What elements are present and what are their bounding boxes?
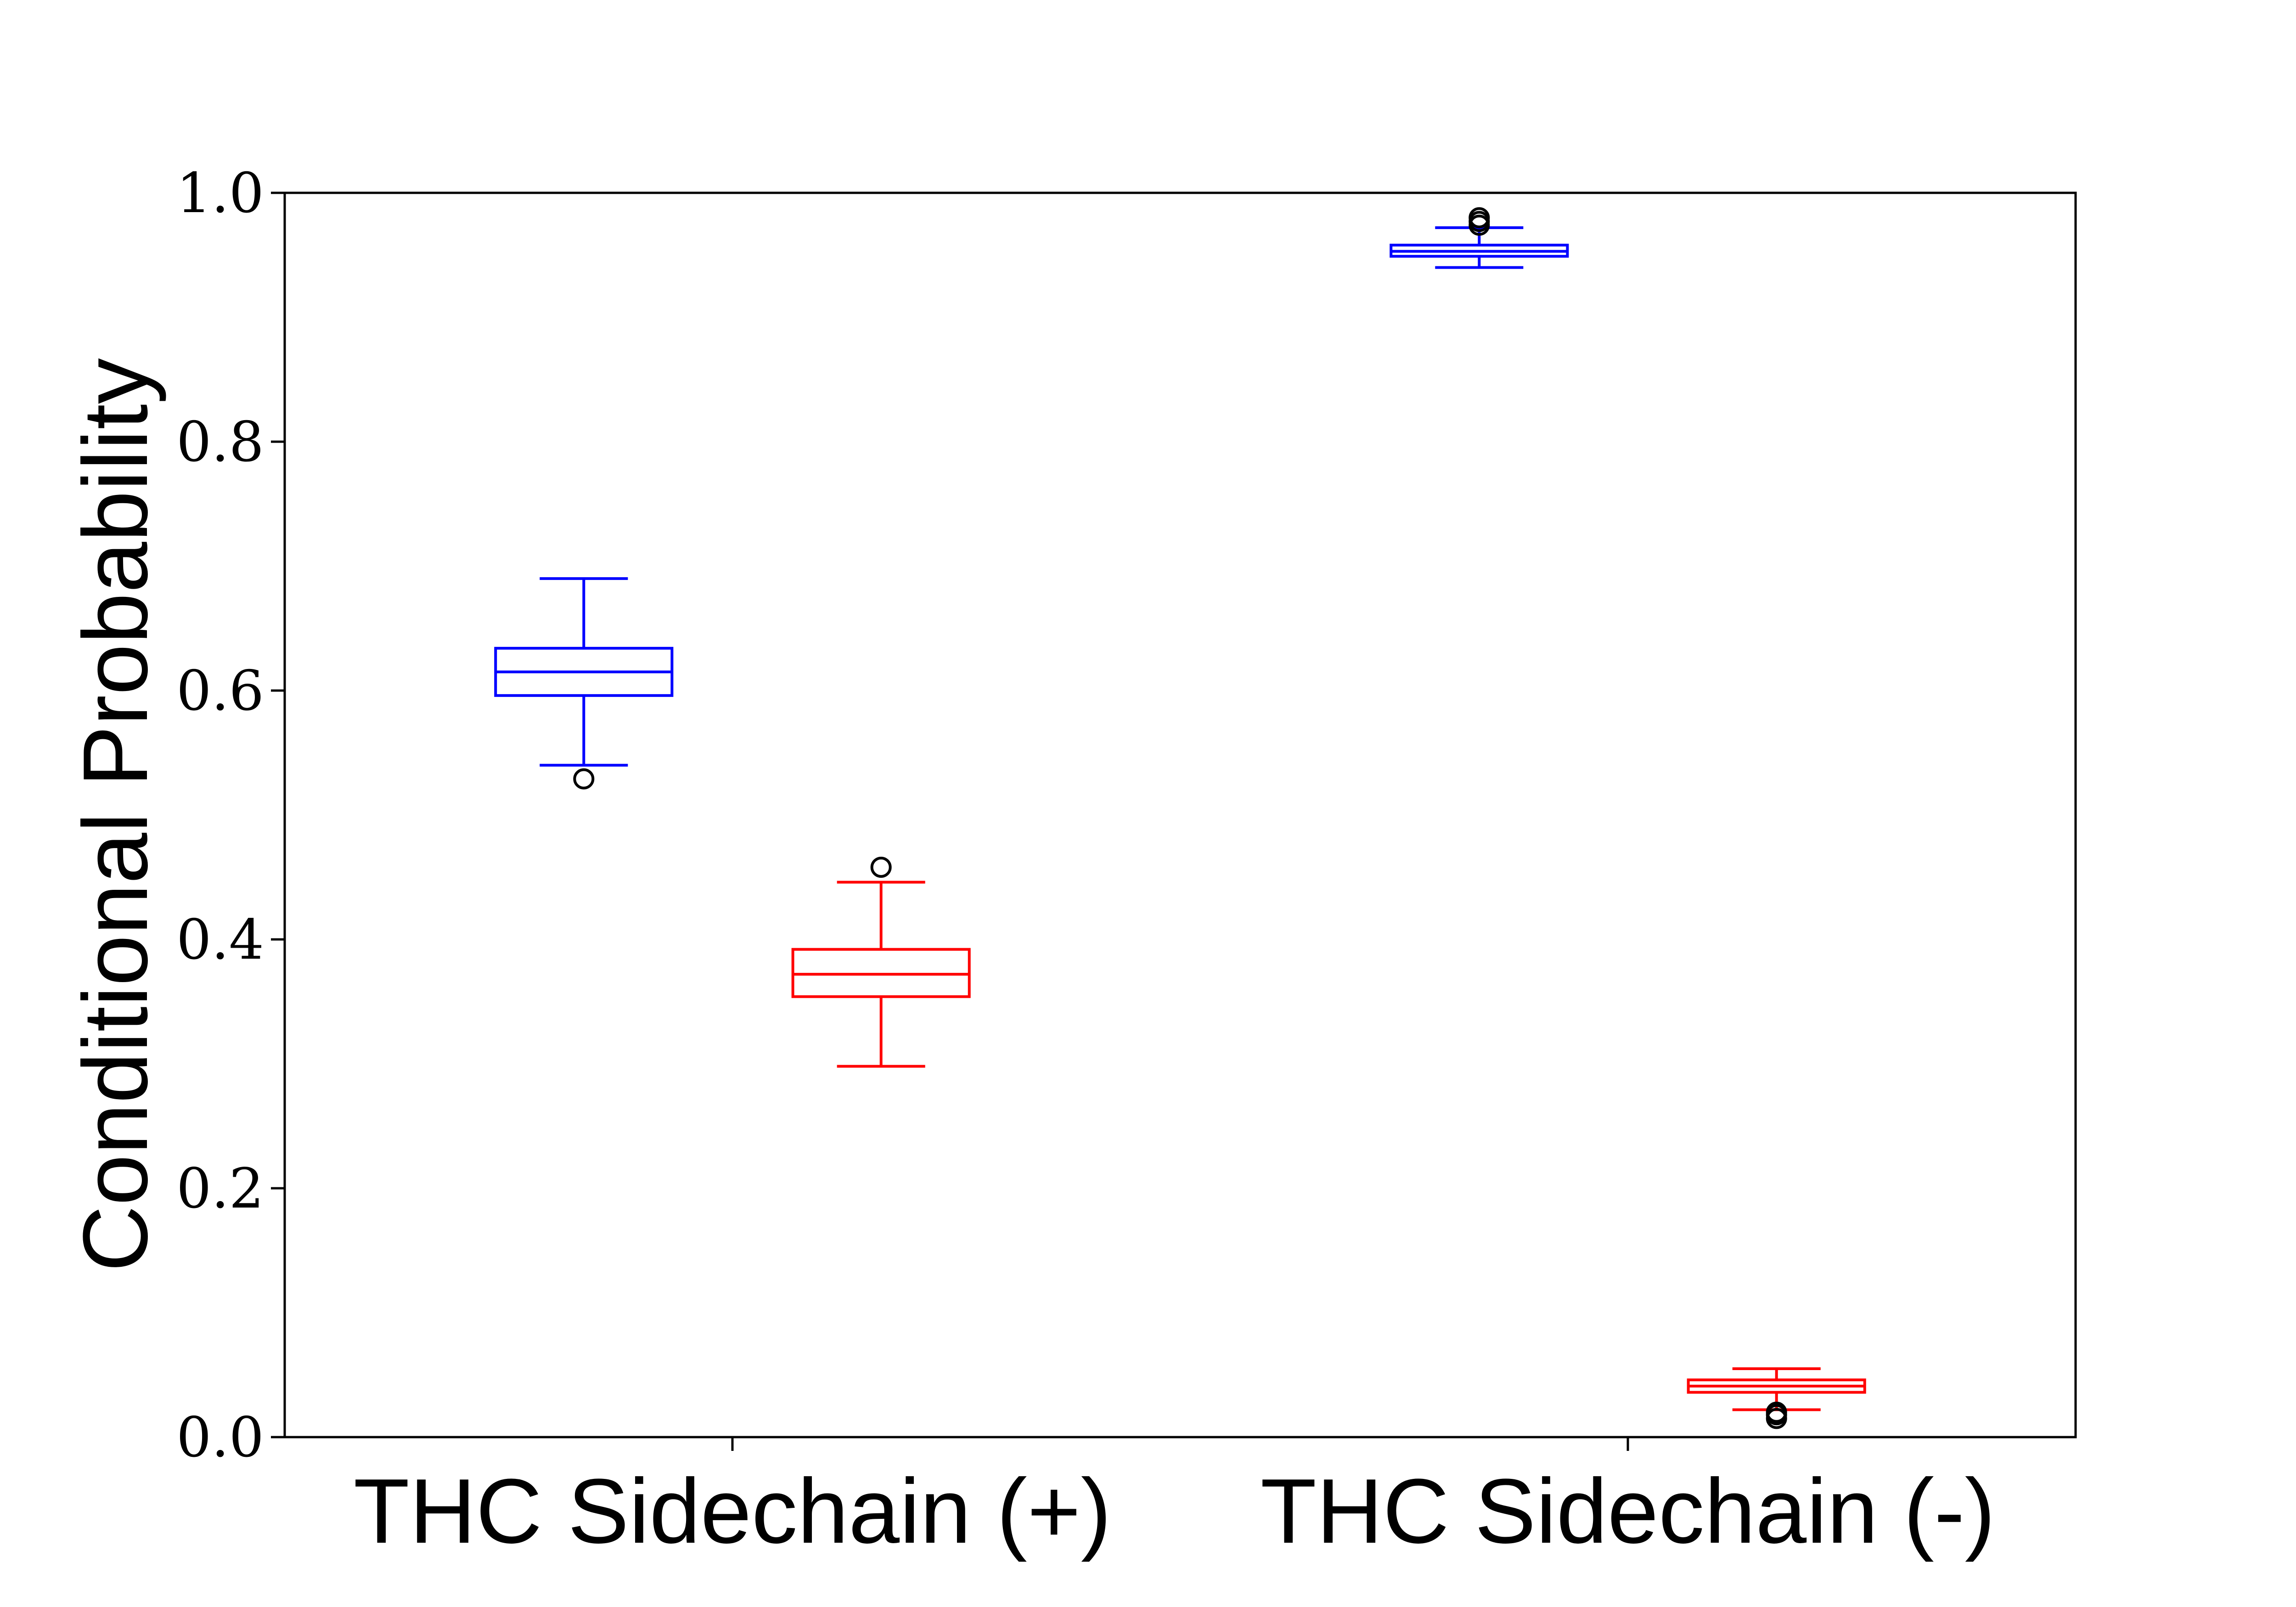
y-tick-label: 0.8 [176, 410, 264, 474]
y-tick-label: 0.2 [176, 1157, 264, 1221]
outlier-point [1469, 207, 1490, 229]
y-tick-label: 0.6 [176, 659, 264, 723]
y-axis: 0.0 0.2 0.4 0.6 0.8 1.0 [176, 162, 285, 1470]
box-1-0 [791, 856, 971, 1068]
x-tick-label: THC Sidechain (-) [1261, 1460, 1995, 1562]
y-axis-label: Conditional Probability [64, 358, 167, 1272]
box-0-1 [1390, 207, 1569, 269]
box-1-1 [1687, 1367, 1866, 1429]
outlier-point [870, 856, 892, 878]
plot-area [494, 207, 1866, 1429]
y-tick-label: 1.0 [176, 162, 264, 225]
outlier-point [573, 768, 595, 790]
y-tick-label: 0.0 [176, 1406, 264, 1470]
axes-frame [283, 191, 2077, 1438]
outlier-point [1766, 1401, 1787, 1423]
x-axis: THC Sidechain (+) THC Sidechain (-) [354, 1437, 1995, 1562]
box-0-0 [494, 577, 674, 790]
y-tick-label: 0.4 [176, 908, 264, 972]
x-tick-label: THC Sidechain (+) [354, 1460, 1112, 1562]
